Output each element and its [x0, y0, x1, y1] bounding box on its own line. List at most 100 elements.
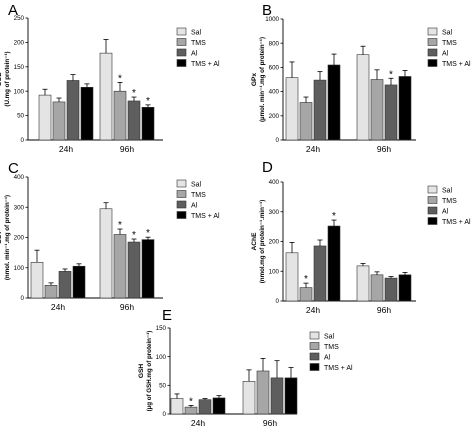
legend-label: TMS	[191, 40, 206, 47]
bar-sal-96h	[356, 265, 370, 302]
legend-swatch	[176, 211, 187, 219]
y-tick-label: 150	[156, 325, 167, 332]
bar-al-24h	[313, 79, 327, 141]
panel-letter: E	[162, 307, 172, 324]
bar-sal-24h	[285, 77, 299, 141]
bar-tms-al-24h	[80, 86, 94, 141]
y-tick-label: 200	[14, 235, 25, 242]
bar-tms-96h	[370, 79, 384, 141]
y-tick-label: 150	[14, 64, 25, 71]
legend-swatch	[176, 27, 187, 36]
bar-al-96h	[384, 277, 398, 302]
y-tick-label: 100	[14, 265, 25, 272]
legend-swatch	[427, 48, 438, 57]
legend-swatch	[427, 217, 438, 225]
bar-tms-al-96h	[398, 274, 412, 302]
y-tick-label: 400	[269, 179, 280, 186]
legend-swatch	[176, 179, 187, 188]
legend-label: Al	[324, 354, 331, 361]
legend-swatch	[176, 190, 187, 198]
significance-marker: *	[146, 228, 150, 239]
bar-sal-96h	[99, 52, 113, 141]
y-axis-title: GSH	[138, 364, 145, 379]
legend-label: Al	[442, 50, 449, 57]
y-tick-label: 0	[21, 295, 25, 302]
y-axis-unit: (nmol. min⁻¹.mg of protein⁻¹)	[4, 195, 11, 280]
y-axis-title: GST	[0, 231, 3, 245]
legend-label: TMS + Al	[191, 61, 220, 68]
panel-e: E 0 50 100 150 GSH (µg of GSH.mg of protein⁻¹)…	[138, 307, 353, 428]
significance-marker: *	[304, 274, 308, 285]
bar-tms-24h	[52, 101, 66, 141]
legend-swatch	[427, 59, 438, 67]
legend-label: Sal	[442, 29, 453, 36]
x-category-label: 24h	[306, 144, 320, 154]
legend-label: Sal	[324, 333, 335, 340]
legend-label: TMS + Al	[324, 365, 353, 372]
y-tick-label: 100	[156, 354, 167, 361]
y-axis-unit: (µg of GSH.mg of protein⁻¹)	[146, 331, 153, 412]
bar-al-96h	[270, 377, 284, 415]
panel-a: A 0 50 100 150 200 250 SOD (U.mg of protein⁻¹) 24…	[0, 2, 220, 154]
legend-label: TMS	[442, 40, 457, 47]
legend-label: Al	[191, 50, 198, 57]
y-axis-unit: (U.mg of protein⁻¹)	[4, 51, 11, 106]
y-tick-label: 250	[14, 15, 25, 22]
bar-tms-al-24h	[327, 64, 341, 141]
bar-sal-24h	[170, 398, 184, 415]
x-category-label: 24h	[59, 144, 73, 154]
y-tick-label: 200	[14, 40, 25, 47]
legend-swatch	[309, 331, 320, 340]
bar-al-24h	[313, 245, 327, 302]
significance-marker: *	[332, 211, 336, 222]
x-category-label: 96h	[377, 305, 391, 315]
y-axis-unit: (µmol. min⁻¹.mg of protein⁻¹)	[259, 37, 266, 122]
bar-sal-24h	[285, 252, 299, 302]
legend-label: Sal	[191, 29, 202, 36]
significance-marker: *	[189, 396, 193, 407]
bar-sal-96h	[99, 208, 113, 299]
x-category-label: 96h	[377, 144, 391, 154]
x-category-label: 24h	[191, 418, 205, 428]
panel-b: B 0 200 400 600 800 1000 GPx (µmol. min⁻¹.mg of …	[251, 2, 471, 154]
legend-label: TMS	[191, 192, 206, 199]
y-tick-label: 0	[276, 137, 280, 144]
y-tick-label: 300	[14, 204, 25, 211]
y-axis-title: SOD	[0, 72, 3, 87]
legend-label: TMS	[442, 198, 457, 205]
panel-letter: A	[8, 2, 18, 19]
y-tick-label: 600	[269, 65, 280, 72]
legend-label: TMS + Al	[442, 61, 471, 68]
bar-tms-96h	[113, 90, 127, 141]
bar-tms-al-24h	[327, 225, 341, 302]
legend-label: TMS + Al	[442, 219, 471, 226]
significance-marker: *	[132, 230, 136, 241]
legend-label: TMS + Al	[191, 213, 220, 220]
bar-tms-al-96h	[141, 107, 155, 141]
bar-tms-24h	[184, 406, 198, 415]
y-tick-label: 800	[269, 40, 280, 47]
legend-label: Al	[442, 208, 449, 215]
x-category-label: 96h	[263, 418, 277, 428]
bar-tms-24h	[299, 287, 313, 302]
y-tick-label: 400	[269, 89, 280, 96]
x-category-label: 96h	[120, 144, 134, 154]
bar-al-96h	[127, 241, 141, 299]
y-tick-label: 50	[159, 382, 166, 389]
legend-label: Sal	[442, 187, 453, 194]
panel-letter: C	[8, 160, 19, 177]
y-axis-unit: (nmol.mg of protein⁻¹.min⁻¹)	[259, 200, 266, 284]
significance-marker: *	[118, 220, 122, 231]
panel-letter: B	[262, 2, 272, 19]
legend-swatch	[427, 27, 438, 36]
significance-marker: *	[118, 73, 122, 84]
bar-tms-96h	[370, 274, 384, 302]
legend-swatch	[427, 38, 438, 46]
y-tick-label: 0	[163, 411, 167, 418]
legend-swatch	[309, 342, 320, 350]
y-tick-label: 200	[269, 113, 280, 120]
bar-al-96h	[127, 100, 141, 141]
bar-tms-al-96h	[284, 377, 298, 415]
panel-letter: D	[262, 159, 273, 176]
bar-al-96h	[384, 84, 398, 141]
